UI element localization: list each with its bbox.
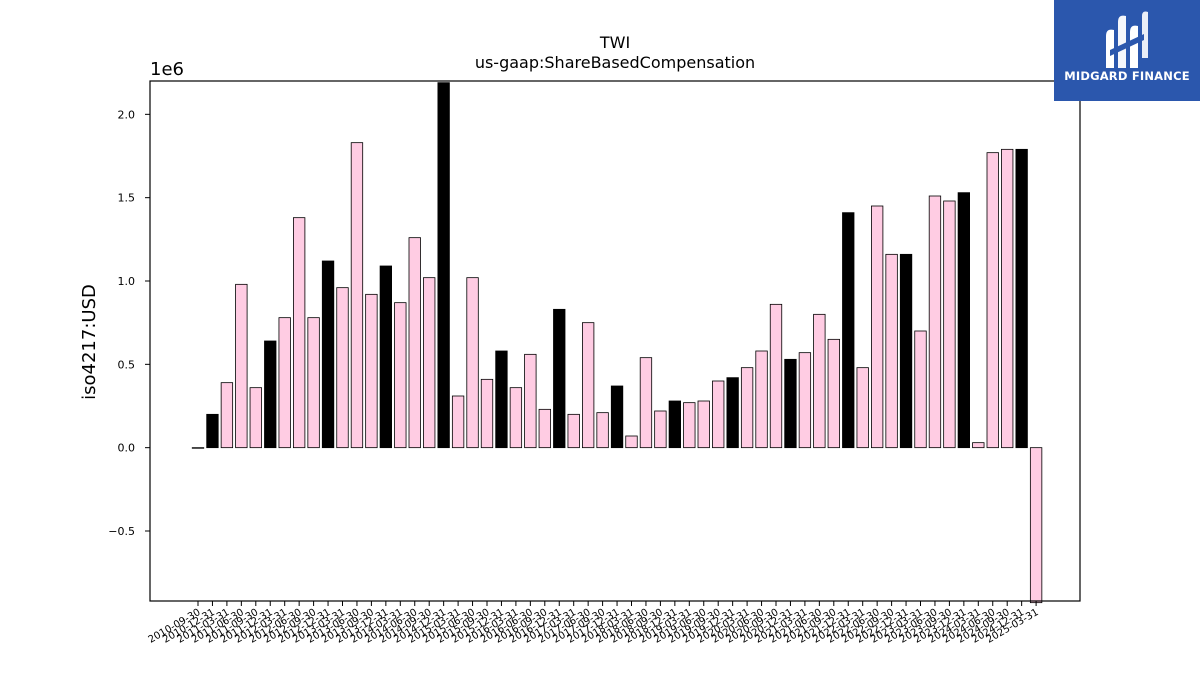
plot-frame	[149, 80, 1081, 602]
bar-2023-06-30	[928, 195, 942, 449]
bar-2023-12-31	[957, 192, 970, 449]
bar-2011-12-31	[264, 340, 277, 449]
bar-2015-12-31	[495, 350, 508, 449]
bar-2012-03-31	[278, 317, 291, 449]
y-tick-label: 0.0	[118, 442, 136, 455]
bar-2025-03-31	[1029, 447, 1043, 604]
bar-2010-09-30	[191, 447, 205, 449]
brand-name: MIDGARD FINANCE	[1064, 69, 1190, 83]
midgard-logo-icon	[1106, 11, 1148, 69]
bar-2017-12-31	[610, 385, 624, 449]
bar-2020-09-30	[769, 303, 783, 449]
bar-2018-09-30	[654, 410, 667, 449]
bar-2018-12-31	[668, 400, 681, 449]
bar-2017-09-30	[596, 412, 609, 449]
bar-2014-09-30	[423, 277, 436, 449]
bar-2022-12-31	[899, 253, 913, 449]
bar-2016-06-30	[524, 353, 537, 449]
bar-2013-06-30	[350, 142, 364, 449]
bar-2011-03-31	[220, 382, 234, 449]
bar-2020-06-30	[755, 350, 768, 449]
bar-2022-06-30	[871, 205, 884, 449]
bar-2013-09-30	[365, 293, 378, 449]
bars-group	[191, 82, 1043, 604]
bar-2019-12-31	[726, 377, 739, 449]
bar-2010-12-31	[206, 413, 219, 449]
bar-2017-03-31	[567, 413, 580, 449]
bar-2021-03-31	[798, 352, 812, 449]
bar-2019-06-30	[697, 400, 710, 449]
chart-title: TWI	[599, 33, 630, 52]
bar-2020-03-31	[740, 367, 754, 449]
y-tick-label: −0.5	[108, 525, 135, 538]
bar-2012-09-30	[307, 317, 320, 449]
y-tick-label: 0.5	[118, 358, 136, 371]
bar-2022-03-31	[856, 367, 869, 449]
bar-2023-03-31	[914, 330, 927, 449]
bar-2012-12-31	[321, 260, 335, 449]
x-axis-ticks: 2010-09-302010-12-312011-03-312011-06-30…	[147, 601, 1041, 646]
bar-2019-03-31	[683, 402, 696, 449]
y-axis-ticks: −0.5 0.0 0.5 1.0 1.5 2.0	[108, 108, 150, 538]
bar-2021-09-30	[827, 338, 840, 449]
bar-2014-03-31	[394, 302, 407, 449]
bar-2015-06-30	[466, 277, 479, 449]
bar-2015-03-31	[451, 395, 465, 449]
bar-2014-06-30	[408, 237, 421, 449]
brand-logo: MIDGARD FINANCE	[1054, 0, 1200, 101]
bar-2011-06-30	[235, 283, 248, 449]
bar-2016-03-31	[509, 387, 523, 449]
bar-2024-09-30	[1001, 148, 1014, 449]
bar-2013-12-31	[379, 265, 393, 449]
chart-subtitle: us-gaap:ShareBasedCompensation	[475, 53, 755, 72]
bar-2022-09-30	[885, 253, 898, 449]
bar-2021-12-31	[842, 212, 855, 449]
bar-2015-09-30	[480, 378, 494, 449]
bar-2024-12-31	[1015, 148, 1028, 449]
bar-2012-06-30	[292, 217, 306, 449]
bar-2018-03-31	[625, 435, 638, 449]
bar-2024-03-31	[972, 442, 985, 449]
bar-2018-06-30	[639, 357, 653, 449]
y-axis-label: iso4217:USD	[79, 284, 100, 400]
bar-2020-12-31	[784, 358, 797, 449]
bar-2019-09-30	[712, 380, 725, 449]
bar-2021-06-30	[813, 313, 826, 449]
bar-2016-12-31	[553, 308, 566, 449]
bar-2013-03-31	[336, 287, 349, 449]
y-tick-label: 2.0	[118, 108, 136, 121]
bar-2017-06-30	[582, 322, 595, 449]
bar-2023-09-30	[943, 200, 956, 449]
bar-2014-12-31	[437, 82, 450, 449]
bar-2016-09-30	[538, 408, 551, 449]
bar-2024-06-30	[986, 152, 999, 449]
y-tick-label: 1.5	[118, 192, 136, 205]
offset-label: 1e6	[150, 59, 184, 80]
y-tick-label: 1.0	[118, 275, 136, 288]
bar-2011-09-30	[249, 387, 262, 449]
